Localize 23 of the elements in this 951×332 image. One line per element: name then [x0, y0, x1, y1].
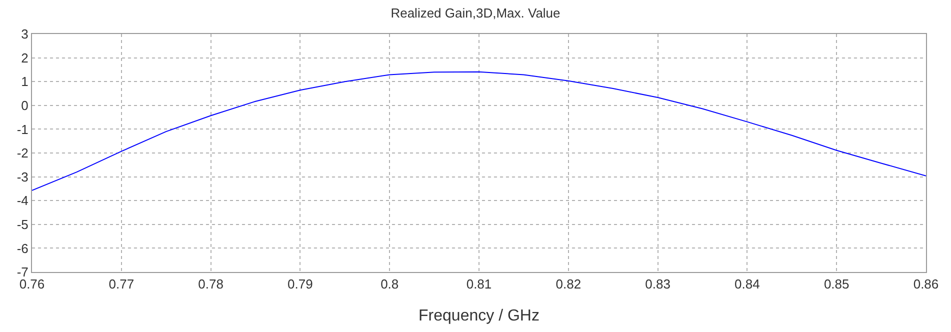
- y-tick-label: 1: [21, 74, 28, 90]
- x-tick-label: 0.81: [466, 276, 492, 292]
- x-tick-label: 0.77: [108, 276, 134, 292]
- y-tick-label: 2: [21, 50, 28, 66]
- y-tick-label: 0: [21, 98, 28, 113]
- y-tick-label: -2: [16, 146, 28, 161]
- x-tick-label: 0.8: [380, 276, 399, 292]
- y-tick-label: -6: [16, 240, 28, 256]
- line-series: [32, 71, 926, 191]
- x-axis-title: Frequency / GHz: [418, 307, 540, 324]
- y-tick-label: -3: [16, 169, 28, 184]
- x-tick-label: 0.79: [288, 276, 313, 292]
- x-tick-label: 0.86: [913, 276, 939, 292]
- x-tick-label: 0.83: [645, 276, 670, 292]
- x-tick-label: 0.85: [824, 276, 850, 292]
- y-tick-label: -4: [16, 193, 28, 208]
- x-tick-label: 0.84: [734, 276, 760, 292]
- y-tick-label: 3: [21, 26, 28, 42]
- x-tick-label: 0.82: [556, 276, 582, 292]
- y-tick-label: -1: [16, 122, 28, 137]
- y-tick-label: -5: [16, 216, 28, 232]
- x-tick-label: 0.78: [198, 276, 224, 292]
- chart-title: Realized Gain,3D,Max. Value: [390, 5, 560, 20]
